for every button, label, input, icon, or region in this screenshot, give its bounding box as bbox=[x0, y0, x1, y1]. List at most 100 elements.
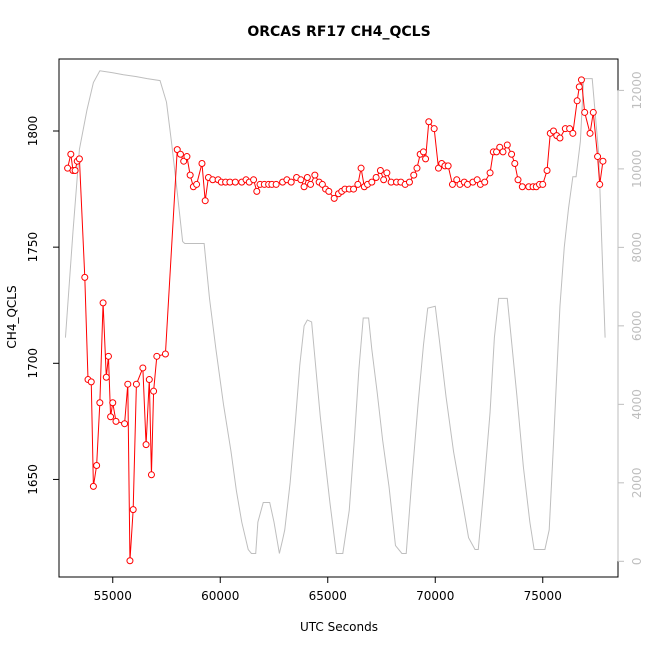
ch4-point bbox=[231, 178, 239, 186]
ch4-point bbox=[176, 150, 184, 158]
x-tick-label: 65000 bbox=[309, 589, 347, 603]
ch4-point bbox=[419, 148, 427, 156]
ch4-point bbox=[300, 183, 308, 191]
ch4-point bbox=[511, 160, 519, 168]
ch4-point bbox=[297, 176, 305, 184]
y2-tick-label: 8000 bbox=[630, 232, 644, 263]
ch4-point bbox=[425, 118, 433, 126]
ch4-point bbox=[89, 482, 97, 490]
ch4-point bbox=[109, 399, 117, 407]
ch4-point bbox=[413, 164, 421, 172]
ch4-point bbox=[422, 155, 430, 163]
ch4-point bbox=[539, 180, 547, 188]
chart-title: ORCAS RF17 CH4_QCLS bbox=[247, 24, 430, 40]
ch4-point bbox=[577, 76, 585, 84]
ch4-point bbox=[514, 176, 522, 184]
ch4-point bbox=[589, 108, 597, 116]
ch4-point bbox=[566, 125, 574, 133]
ch4-point bbox=[104, 352, 112, 360]
ch4-point bbox=[350, 185, 358, 193]
altitude-line bbox=[64, 70, 606, 554]
ch4-point bbox=[71, 166, 79, 174]
ch4-point bbox=[198, 160, 206, 168]
ch4-point bbox=[150, 387, 158, 395]
ch4-point bbox=[444, 162, 452, 170]
y2-tick-label: 10000 bbox=[630, 150, 644, 188]
plot-frame bbox=[58, 58, 619, 578]
y2-tick-label: 4000 bbox=[630, 389, 644, 420]
ch4-point bbox=[581, 108, 589, 116]
ch4-point bbox=[147, 471, 155, 479]
ch4-point bbox=[193, 180, 201, 188]
ch4-point bbox=[453, 176, 461, 184]
ch4-point bbox=[594, 153, 602, 161]
ch4-point bbox=[183, 153, 191, 161]
ch4-point bbox=[448, 180, 456, 188]
y2-tick-label: 2000 bbox=[630, 468, 644, 499]
ch4-point bbox=[121, 420, 129, 428]
ch4-point bbox=[303, 173, 311, 181]
ch4-point bbox=[161, 350, 169, 358]
ch4-point bbox=[508, 150, 516, 158]
ch4-point bbox=[126, 557, 134, 565]
ch4-point bbox=[102, 373, 110, 381]
ch4-point bbox=[596, 180, 604, 188]
ch4-point bbox=[99, 299, 107, 307]
ch4-point bbox=[550, 127, 557, 135]
ch4-point bbox=[354, 180, 362, 188]
ch4-point bbox=[586, 129, 594, 137]
ch4-point bbox=[496, 143, 504, 151]
ch4-point bbox=[75, 155, 83, 163]
y-tick-label: 1650 bbox=[26, 464, 40, 495]
ch4-point bbox=[81, 273, 89, 281]
ch4-point bbox=[434, 164, 442, 172]
ch4-point bbox=[153, 352, 161, 360]
y-tick-label: 1700 bbox=[26, 348, 40, 379]
ch4-point bbox=[430, 125, 438, 133]
ch4-point bbox=[518, 183, 526, 191]
ch4-point bbox=[173, 146, 181, 154]
ch4-point bbox=[410, 171, 418, 179]
ch4-point bbox=[186, 171, 194, 179]
ch4-point bbox=[503, 141, 511, 149]
ch4-point bbox=[272, 180, 280, 188]
ch4-point bbox=[67, 150, 75, 158]
ch4-point bbox=[129, 506, 137, 514]
ch4-point bbox=[481, 178, 489, 186]
ch4-point bbox=[287, 178, 295, 186]
ch4-point bbox=[311, 171, 319, 179]
ch4-point bbox=[96, 399, 104, 407]
x-tick-label: 75000 bbox=[524, 589, 562, 603]
x-tick-label: 55000 bbox=[94, 589, 132, 603]
ch4-point bbox=[253, 187, 261, 195]
plot-area: 55000 60000 65000 70000 75000165017001750180… bbox=[26, 58, 644, 603]
ch4-point bbox=[250, 176, 258, 184]
ch4-point bbox=[569, 129, 577, 137]
ch4-point bbox=[307, 180, 315, 188]
ch4-point bbox=[325, 187, 333, 195]
ch4-line bbox=[67, 79, 604, 561]
ch4-point bbox=[330, 194, 338, 202]
ch4-point bbox=[376, 166, 384, 174]
ch4-point bbox=[180, 157, 188, 165]
ch4-point bbox=[357, 164, 365, 172]
x-tick-label: 60000 bbox=[201, 589, 239, 603]
ch4-point bbox=[93, 462, 101, 470]
ch4-point bbox=[556, 134, 564, 142]
ch4-point bbox=[368, 178, 376, 186]
ch4-point bbox=[372, 173, 380, 181]
ch4-point bbox=[124, 380, 132, 388]
ch4-point bbox=[383, 169, 391, 177]
y2-tick-label: 12000 bbox=[630, 71, 644, 109]
ch4-point bbox=[599, 157, 607, 165]
ch4-point bbox=[201, 197, 209, 205]
ch4-point bbox=[573, 97, 581, 105]
ch4-point bbox=[499, 148, 507, 156]
ch4-point bbox=[405, 178, 413, 186]
x-tick-label: 70000 bbox=[416, 589, 454, 603]
ch4-point bbox=[380, 176, 388, 184]
y2-tick-label: 6000 bbox=[630, 311, 644, 342]
y-tick-label: 1750 bbox=[26, 232, 40, 263]
ch4-point bbox=[87, 378, 95, 386]
